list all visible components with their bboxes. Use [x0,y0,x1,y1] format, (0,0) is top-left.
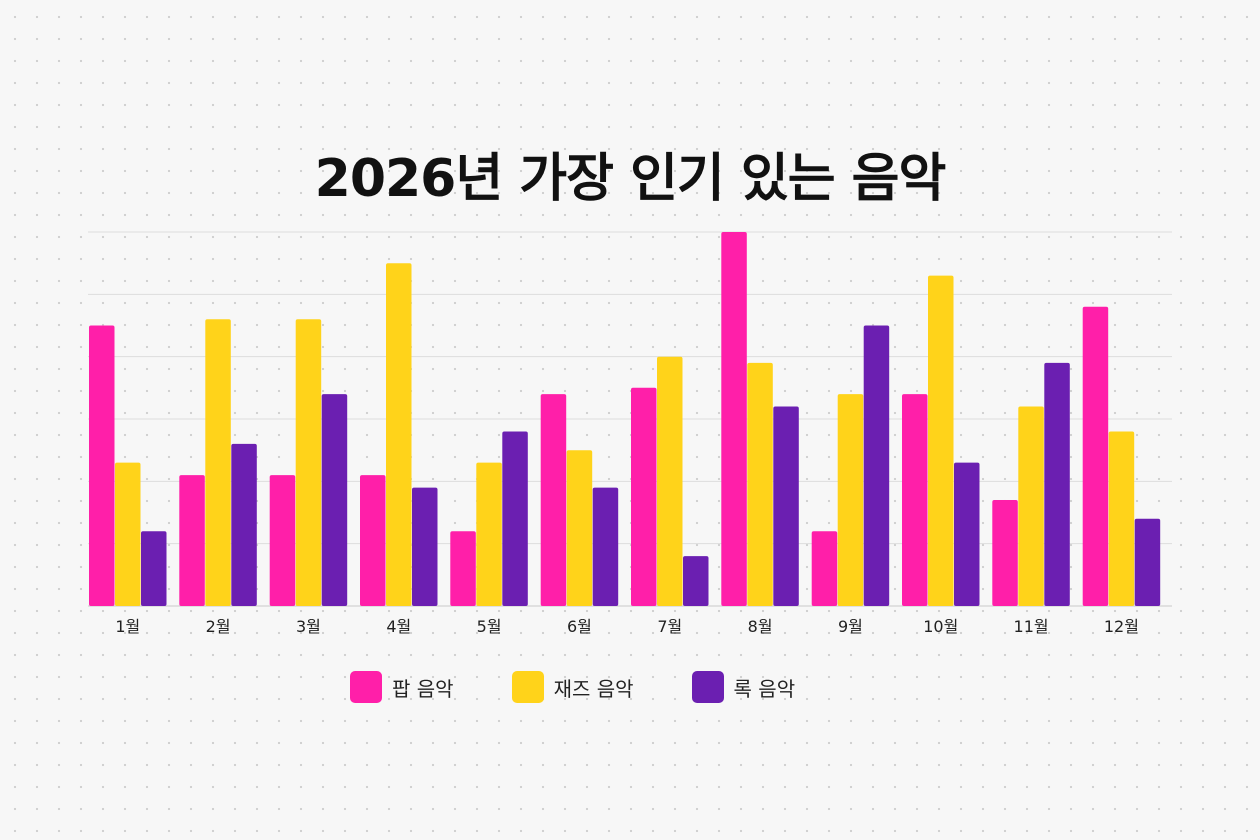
x-tick-label: 8월 [748,617,773,636]
bar-2-12 [1108,431,1135,606]
x-tick-label: 11월 [1014,617,1049,636]
x-tick-label: 5월 [477,617,502,636]
legend-item: 팝 음악 [350,671,454,703]
legend: 팝 음악 재즈 음악 록 음악 [350,670,853,704]
legend-swatch [691,671,724,703]
bar-1-11 [992,500,1018,606]
gridlines [88,231,1172,607]
bar-3-12 [1134,518,1161,606]
x-axis-ticks: 1월 2월 3월 4월 5월 6월 7월 8월 9월 10월 11월 12월 [115,617,1139,636]
x-tick-label: 10월 [923,617,958,636]
x-tick-label: 3월 [296,617,321,636]
bar-1-7 [631,387,657,606]
legend-label: 재즈 음악 [553,676,634,701]
x-tick-label: 7월 [657,617,682,636]
bar-2-6 [566,450,593,606]
bar-1-2 [179,475,205,606]
bar-3-1 [141,531,167,606]
bar-3-9 [863,325,890,606]
x-tick-label: 4월 [386,617,411,636]
legend-label: 팝 음악 [392,676,454,701]
bar-2-7 [657,356,683,606]
legend-item: 록 음악 [691,671,796,703]
bar-1-3 [269,475,296,606]
bar-1-9 [811,531,838,606]
x-tick-label: 9월 [838,617,863,636]
chart-title: 2026년 가장 인기 있는 음악 [314,149,947,209]
bar-2-1 [115,462,141,606]
bar-1-5 [450,531,476,606]
legend-swatch [350,671,382,703]
bar-3-5 [502,431,528,606]
bar-3-8 [773,406,799,606]
bar-1-12 [1082,306,1109,606]
bar-2-8 [747,362,773,606]
bars [89,232,1161,606]
bar-3-10 [954,462,980,606]
bar-1-6 [540,394,567,606]
bar-3-3 [321,394,348,606]
bar-2-11 [1018,406,1044,606]
bar-1-8 [721,232,747,606]
x-tick-label: 2월 [206,617,231,636]
bar-2-10 [928,275,954,606]
bar-1-4 [360,475,386,606]
x-tick-label: 1월 [115,617,140,636]
bar-chart: 1월 2월 3월 4월 5월 6월 7월 8월 9월 10월 11월 12월 [88,231,1172,636]
bar-1-1 [89,325,115,606]
x-tick-label: 6월 [567,617,592,636]
bar-3-4 [412,487,438,606]
bar-2-4 [386,263,412,606]
legend-item: 재즈 음악 [511,671,634,703]
legend-label: 록 음악 [733,676,796,701]
bar-3-6 [592,487,619,606]
bar-3-7 [683,556,709,606]
bar-2-5 [476,462,502,606]
x-tick-label: 12월 [1104,617,1139,636]
bar-3-2 [231,443,257,606]
bar-2-9 [837,394,864,606]
bar-2-2 [205,319,231,606]
bar-3-11 [1044,362,1070,606]
bar-2-3 [295,319,322,606]
legend-swatch [511,671,544,703]
bar-1-10 [902,394,928,606]
